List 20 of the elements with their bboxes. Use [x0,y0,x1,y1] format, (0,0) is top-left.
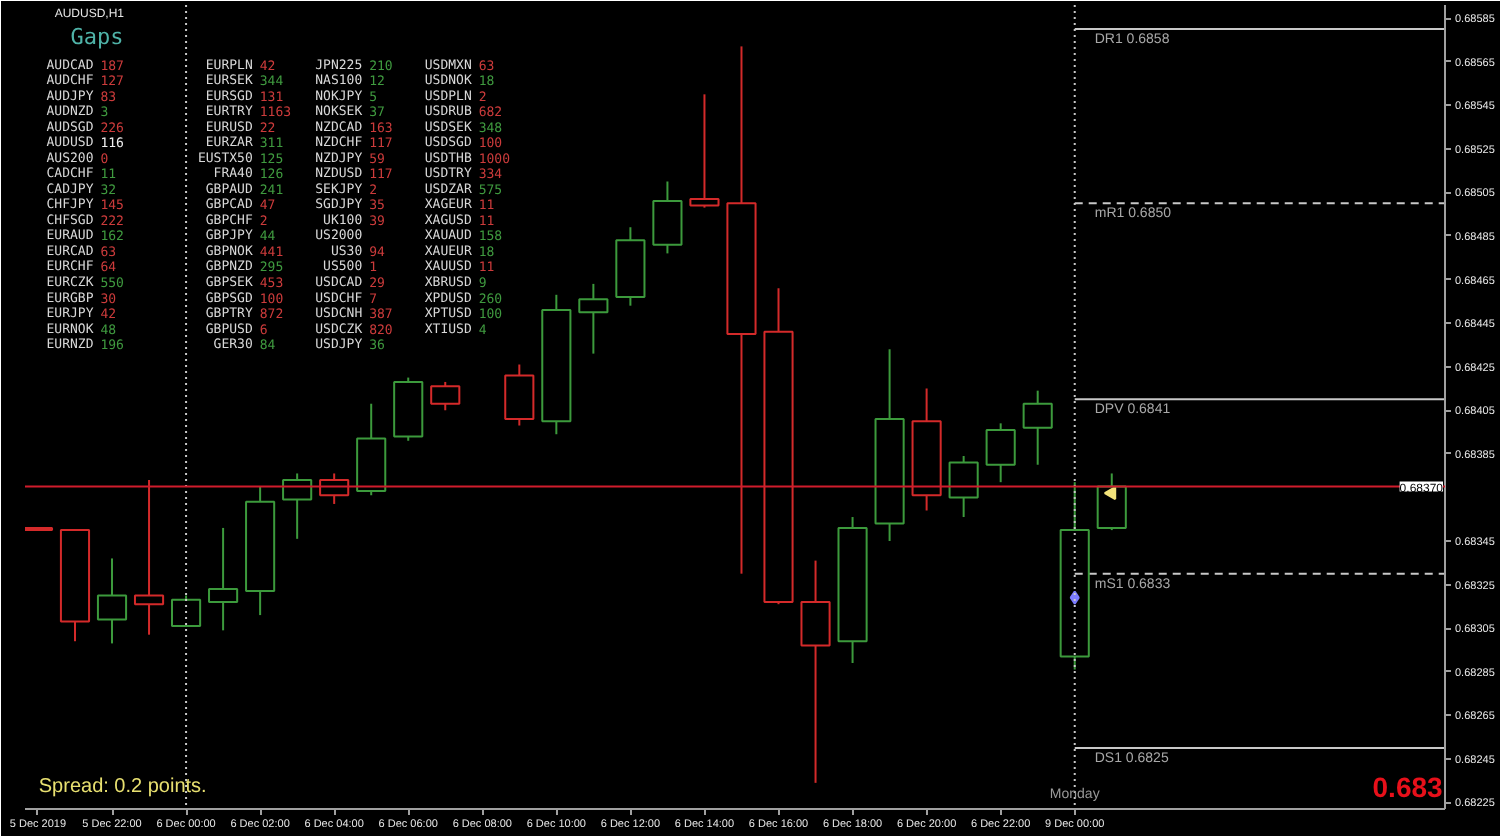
candlestick [319,472,350,505]
candlestick [985,422,1016,484]
annotation: Spread: 0.2 points. [38,776,207,799]
candlestick [1022,389,1053,466]
text: Gaps [70,23,124,50]
candlestick [282,472,313,540]
annotation: 0.683 [1372,771,1444,804]
candlestick [948,455,979,519]
candlestick [874,348,905,542]
candlestick [911,387,942,512]
candlestick [689,93,720,209]
candlestick [133,478,165,636]
candlestick [837,516,868,665]
candlestick [726,45,757,575]
candlestick [96,557,128,645]
candlestick [800,559,831,784]
candlestick [208,526,239,632]
candlestick [541,293,572,436]
candlestick [615,226,646,307]
candlestick [578,282,609,355]
